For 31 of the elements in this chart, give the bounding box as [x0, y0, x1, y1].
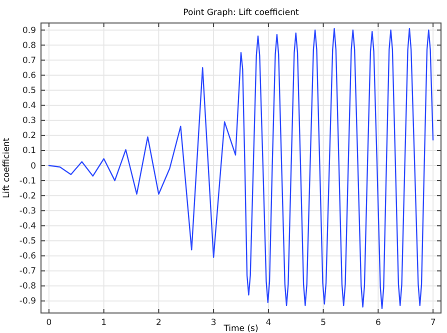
y-tick-label: 0 — [30, 161, 36, 172]
y-tick-label: 0.7 — [22, 56, 36, 66]
y-tick-label: 0.4 — [22, 101, 36, 112]
x-tick-label: 3 — [210, 318, 216, 328]
x-tick-label: 4 — [266, 318, 272, 328]
x-tick-label: 7 — [430, 318, 436, 328]
y-tick-label: 0.9 — [22, 26, 36, 36]
y-tick-label: -0.2 — [19, 191, 36, 202]
x-tick-label: 5 — [320, 318, 326, 328]
x-tick-label: 1 — [101, 318, 107, 328]
y-tick-label: 0.5 — [22, 86, 36, 96]
x-tick-label: 0 — [46, 318, 52, 328]
y-tick-label: -0.6 — [19, 252, 36, 262]
y-axis-title: Lift coefficient — [2, 137, 12, 198]
x-tick-label: 6 — [375, 318, 381, 328]
y-tick-label: 0.3 — [22, 116, 36, 126]
y-tick-label: 0.6 — [22, 70, 36, 81]
x-tick-label: 2 — [156, 318, 162, 328]
y-tick-label: 0.1 — [22, 146, 36, 156]
y-tick-label: -0.9 — [19, 296, 36, 307]
y-tick-label: -0.5 — [19, 236, 36, 246]
y-tick-label: -0.8 — [19, 282, 36, 292]
y-tick-label: -0.1 — [19, 176, 36, 186]
y-tick-label: -0.3 — [19, 206, 36, 216]
x-axis-title: Time (s) — [222, 324, 258, 333]
chart-title: Point Graph: Lift coefficient — [183, 8, 300, 18]
y-tick-label: -0.4 — [19, 221, 36, 232]
line-series — [48, 28, 434, 310]
y-tick-label: 0.2 — [22, 131, 36, 142]
y-tick-label: 0.8 — [22, 40, 36, 51]
y-tick-label: -0.7 — [19, 266, 36, 277]
